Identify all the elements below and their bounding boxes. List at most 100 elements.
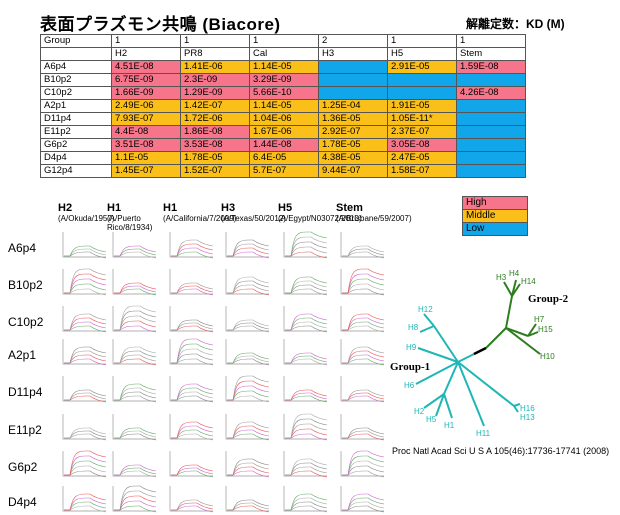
sensorgram-plot: [283, 269, 328, 296]
kd-value-cell: [456, 151, 526, 165]
tree-leaf-h11: H11: [476, 429, 491, 438]
sensorgram-plot: [112, 451, 157, 478]
kd-value-cell: 2.92E-07: [318, 125, 388, 139]
sensorgram-plot: [169, 376, 214, 403]
kd-value-cell: 1.05E-11*: [387, 112, 457, 126]
sensorgram-plot: [225, 232, 270, 259]
sensorgram-plot: [62, 339, 107, 366]
subtype-name: H1: [163, 202, 178, 214]
kd-value-cell: 1.42E-07: [180, 99, 250, 113]
kd-value-cell: 1.25E-04: [318, 99, 388, 113]
subtype-header-cell: H3: [318, 47, 388, 61]
sensorgram-plot: [62, 376, 107, 403]
sensorgram-row-label: B10p2: [8, 278, 43, 292]
tree-leaf-h9: H9: [406, 343, 417, 352]
sensorgram-plot: [112, 305, 157, 333]
sensorgram-plot: [340, 268, 385, 296]
sensorgram-plot: [225, 451, 270, 478]
sensorgram-plot: [169, 486, 214, 513]
sensorgram-plot: [340, 339, 385, 366]
legend-item-high: High: [462, 196, 528, 210]
antibody-name-cell: G6p2: [40, 138, 112, 152]
kd-value-cell: 4.51E-08: [111, 60, 181, 74]
tree-leaf-h1: H1: [444, 421, 455, 430]
sensorgram-plot: [112, 485, 157, 513]
sensorgram-plot: [225, 414, 270, 441]
sensorgram-plot: [340, 414, 385, 441]
sensorgram-row-label: A6p4: [8, 241, 37, 255]
kd-value-cell: 7.93E-07: [111, 112, 181, 126]
sensorgram-plot: [112, 269, 157, 296]
kd-value-cell: 2.3E-09: [180, 73, 250, 87]
kd-value-cell: 1.59E-08: [456, 60, 526, 74]
strain-name: (A/Okuda/1957): [58, 214, 115, 223]
phylogenetic-tree: H3 H4 H14 H7 H15 H10 H12 H8 H9 H6 H2 H5 …: [388, 266, 578, 451]
subtype-header-cell: H2: [111, 47, 181, 61]
kd-value-cell: 1.72E-06: [180, 112, 250, 126]
antibody-name-cell: E11p2: [40, 125, 112, 139]
table-row: G12p4 1.45E-07 1.52E-07 5.7E-07 9.44E-07 1.58…: [40, 164, 526, 178]
kd-value-cell: 1.78E-05: [180, 151, 250, 165]
legend-item-middle: Middle: [462, 209, 528, 223]
kd-value-cell: 1.45E-07: [111, 164, 181, 178]
kd-value-cell: 1.78E-05: [318, 138, 388, 152]
kd-value-cell: [387, 73, 457, 87]
table-row: B10p2 6.75E-09 2.3E-09 3.29E-09: [40, 73, 526, 87]
kd-value-cell: [456, 112, 526, 126]
kd-value-cell: 1.14E-05: [249, 60, 319, 74]
subtype-name: Stem: [336, 202, 363, 214]
kd-value-cell: [456, 73, 526, 87]
sensorgram-plot: [169, 451, 214, 478]
kd-value-cell: 4.38E-05: [318, 151, 388, 165]
kd-value-cell: 1.1E-05: [111, 151, 181, 165]
strain-name: (A/Brisbane/59/2007): [336, 214, 412, 223]
kd-value-cell: 9.44E-07: [318, 164, 388, 178]
sensorgram-plot: [283, 413, 328, 441]
citation: Proc Natl Acad Sci U S A 105(46):17736-1…: [392, 446, 610, 456]
strain-name: (A/Texas/50/2012): [221, 214, 286, 223]
kd-value-cell: 4.4E-08: [111, 125, 181, 139]
kd-value-cell: 1.66E-09: [111, 86, 181, 100]
sensorgram-plot: [62, 306, 107, 333]
kd-value-cell: 1.58E-07: [387, 164, 457, 178]
subtype-header-cell: Cal: [249, 47, 319, 61]
kd-value-cell: 1.14E-05: [249, 99, 319, 113]
sensorgram-row-label: G6p2: [8, 460, 38, 474]
table-row: D4p4 1.1E-05 1.78E-05 6.4E-05 4.38E-05 2.47E-…: [40, 151, 526, 165]
sensorgram-plot: [340, 486, 385, 513]
subtype-header-cell: PR8: [180, 47, 250, 61]
kd-value-cell: [318, 73, 388, 87]
sensorgram-column-header: H5 (A/Egypt/N03072/2010): [278, 202, 362, 224]
antibody-name-cell: B10p2: [40, 73, 112, 87]
sensorgram-plot: [169, 414, 214, 441]
sensorgram-column-header: Stem (A/Brisbane/59/2007): [336, 202, 412, 224]
group-number-cell: 1: [180, 34, 250, 48]
sensorgram-plot: [283, 451, 328, 478]
sensorgram-plot: [169, 269, 214, 296]
antibody-name-cell: C10p2: [40, 86, 112, 100]
sensorgram-column-header: H1 (A/Puerto Rico/8/1934): [107, 203, 163, 233]
sensorgram-row-label: E11p2: [8, 423, 42, 437]
sensorgram-plot: [62, 232, 107, 259]
sensorgram-plot: [283, 339, 328, 366]
kd-value-cell: 2.37E-07: [387, 125, 457, 139]
tree-leaf-h12: H12: [418, 305, 433, 314]
kd-value-cell: [318, 60, 388, 74]
sensorgram-plot: [225, 375, 270, 403]
kd-value-cell: 1.44E-08: [249, 138, 319, 152]
kd-value-cell: 6.4E-05: [249, 151, 319, 165]
sensorgram-plot: [340, 232, 385, 259]
table-row: E11p2 4.4E-08 1.86E-08 1.67E-06 2.92E-07 2.37…: [40, 125, 526, 139]
subtype-name: H5: [278, 202, 293, 214]
sensorgram-row-label: A2p1: [8, 348, 37, 362]
table-row: A6p4 4.51E-08 1.41E-06 1.14E-05 2.91E-05 1.59…: [40, 60, 526, 74]
sensorgram-plot: [283, 231, 328, 259]
sensorgram-plot: [225, 306, 270, 333]
sensorgram-plot: [169, 306, 214, 333]
tree-leaf-h6: H6: [404, 381, 415, 390]
kd-value-cell: 1.52E-07: [180, 164, 250, 178]
tree-leaf-h5: H5: [426, 415, 437, 424]
kd-value-cell: 6.75E-09: [111, 73, 181, 87]
kd-value-cell: 2.91E-05: [387, 60, 457, 74]
kd-value-cell: 3.29E-09: [249, 73, 319, 87]
